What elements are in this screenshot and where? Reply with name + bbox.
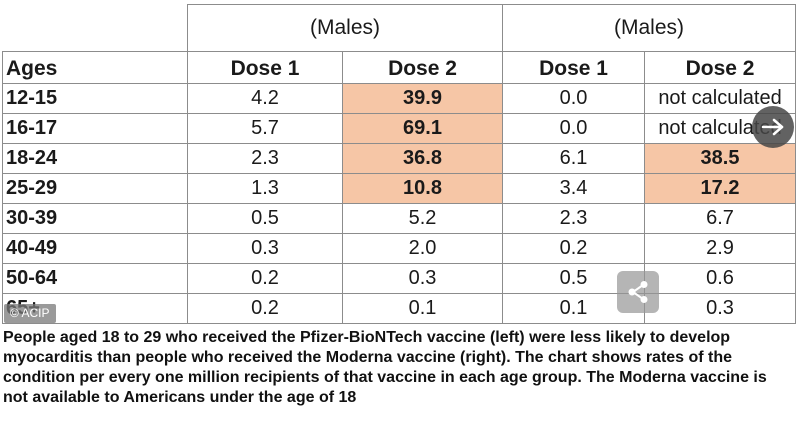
table-row: 30-39 0.5 5.2 2.3 6.7 bbox=[2, 203, 797, 234]
pfizer-dose2-cell: 0.1 bbox=[341, 293, 504, 324]
pfizer-dose1-cell: 2.3 bbox=[187, 143, 343, 174]
pfizer-dose1-cell: 0.2 bbox=[187, 263, 343, 294]
age-cell: 18-24 bbox=[2, 143, 188, 174]
next-image-button[interactable] bbox=[752, 106, 794, 148]
pfizer-dose2-cell: 69.1 bbox=[341, 113, 504, 144]
age-cell: 30-39 bbox=[2, 203, 188, 234]
table-row: 18-24 2.3 36.8 6.1 38.5 bbox=[2, 143, 797, 174]
pfizer-group-header: (Males) bbox=[186, 4, 504, 52]
pfizer-dose1-cell: 4.2 bbox=[187, 83, 343, 114]
age-cell: 50-64 bbox=[2, 263, 188, 294]
moderna-dose2-header: Dose 2 bbox=[644, 51, 797, 84]
pfizer-dose2-cell: 36.8 bbox=[341, 143, 504, 174]
table-row: 16-17 5.7 69.1 0.0 not calculated bbox=[2, 113, 797, 144]
myocarditis-rates-table-image: (Males) (Males) Ages Dose 1 Dose 2 Dose … bbox=[2, 4, 797, 324]
pfizer-dose2-cell: 10.8 bbox=[341, 173, 504, 204]
table-row: 25-29 1.3 10.8 3.4 17.2 bbox=[2, 173, 797, 204]
pfizer-dose2-cell: 5.2 bbox=[341, 203, 504, 234]
age-cell: 40-49 bbox=[2, 233, 188, 264]
share-button[interactable] bbox=[617, 271, 659, 313]
moderna-dose2-cell: 0.6 bbox=[644, 263, 797, 294]
pfizer-dose1-cell: 0.5 bbox=[187, 203, 343, 234]
pfizer-dose2-cell: 0.3 bbox=[341, 263, 504, 294]
ages-header: Ages bbox=[2, 51, 188, 84]
moderna-group-header: (Males) bbox=[502, 4, 797, 52]
moderna-dose1-cell: 0.0 bbox=[502, 113, 646, 144]
column-header-row: Ages Dose 1 Dose 2 Dose 1 Dose 2 bbox=[2, 51, 797, 84]
moderna-dose1-cell: 2.3 bbox=[502, 203, 646, 234]
age-cell: 16-17 bbox=[2, 113, 188, 144]
table-row: 50-64 0.2 0.3 0.5 0.6 bbox=[2, 263, 797, 294]
moderna-dose1-cell: 0.2 bbox=[502, 233, 646, 264]
moderna-dose1-cell: 3.4 bbox=[502, 173, 646, 204]
moderna-dose2-cell: 6.7 bbox=[644, 203, 797, 234]
share-icon bbox=[628, 281, 648, 303]
group-header-row: (Males) (Males) bbox=[2, 4, 797, 52]
myocarditis-rates-table: (Males) (Males) Ages Dose 1 Dose 2 Dose … bbox=[2, 4, 797, 324]
pfizer-dose1-cell: 0.2 bbox=[187, 293, 343, 324]
pfizer-dose1-cell: 0.3 bbox=[187, 233, 343, 264]
corner-cell bbox=[2, 4, 188, 52]
moderna-dose2-cell: 38.5 bbox=[644, 143, 797, 174]
age-cell: 12-15 bbox=[2, 83, 188, 114]
moderna-dose2-cell: 2.9 bbox=[644, 233, 797, 264]
pfizer-dose1-cell: 1.3 bbox=[187, 173, 343, 204]
arrow-right-icon bbox=[761, 118, 784, 136]
pfizer-dose1-header: Dose 1 bbox=[187, 51, 343, 84]
image-caption: People aged 18 to 29 who received the Pf… bbox=[3, 329, 767, 406]
moderna-dose2-cell: 0.3 bbox=[644, 293, 797, 324]
pfizer-dose2-header: Dose 2 bbox=[341, 51, 504, 84]
pfizer-dose2-cell: 39.9 bbox=[341, 83, 504, 114]
image-credit-badge: © ACIP bbox=[4, 304, 56, 323]
age-cell: 25-29 bbox=[2, 173, 188, 204]
table-row: 40-49 0.3 2.0 0.2 2.9 bbox=[2, 233, 797, 264]
table-row: 12-15 4.2 39.9 0.0 not calculated bbox=[2, 83, 797, 114]
moderna-dose1-cell: 0.0 bbox=[502, 83, 646, 114]
table-row: 65+ 0.2 0.1 0.1 0.3 bbox=[2, 293, 797, 324]
moderna-dose1-cell: 6.1 bbox=[502, 143, 646, 174]
moderna-dose2-cell: 17.2 bbox=[644, 173, 797, 204]
pfizer-dose1-cell: 5.7 bbox=[187, 113, 343, 144]
pfizer-dose2-cell: 2.0 bbox=[341, 233, 504, 264]
moderna-dose1-header: Dose 1 bbox=[502, 51, 646, 84]
